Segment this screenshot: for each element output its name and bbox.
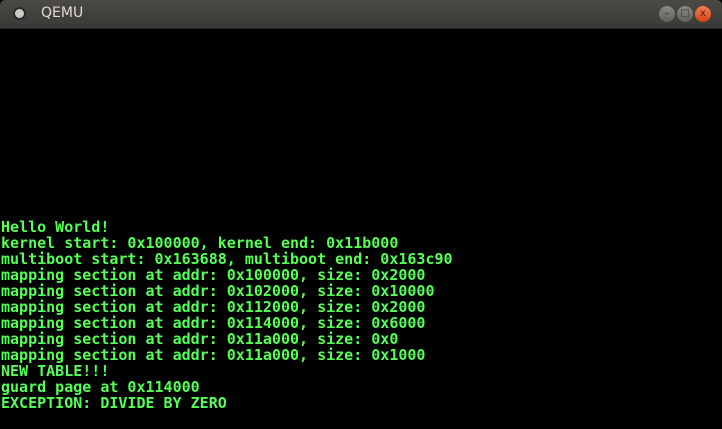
vm-display[interactable]: Hello World! kernel start: 0x100000, ker… (0, 29, 722, 429)
console-line: mapping section at addr: 0x102000, size:… (1, 282, 435, 300)
console-line: EXCEPTION: DIVIDE BY ZERO (1, 394, 227, 412)
console-line: mapping section at addr: 0x114000, size:… (1, 314, 426, 332)
console-line: kernel start: 0x100000, kernel end: 0x11… (1, 234, 399, 252)
qemu-icon (15, 9, 24, 18)
console-line: NEW TABLE!!! (1, 362, 110, 380)
console-line: guard page at 0x114000 (1, 378, 200, 396)
console-line: mapping section at addr: 0x11a000, size:… (1, 330, 399, 348)
console-line: mapping section at addr: 0x100000, size:… (1, 266, 426, 284)
window-title: QEMU (41, 5, 84, 21)
console-line: mapping section at addr: 0x11a000, size:… (1, 346, 426, 364)
console-line: multiboot start: 0x163688, multiboot end… (1, 250, 453, 268)
minimize-button[interactable]: – (659, 6, 675, 22)
console-line: mapping section at addr: 0x112000, size:… (1, 298, 426, 316)
maximize-button[interactable]: □ (677, 6, 693, 22)
title-bar[interactable]: QEMU – □ x (0, 0, 722, 29)
console-line: Hello World! (1, 218, 110, 236)
close-button[interactable]: x (695, 6, 711, 22)
console-output: Hello World! kernel start: 0x100000, ker… (1, 219, 453, 411)
